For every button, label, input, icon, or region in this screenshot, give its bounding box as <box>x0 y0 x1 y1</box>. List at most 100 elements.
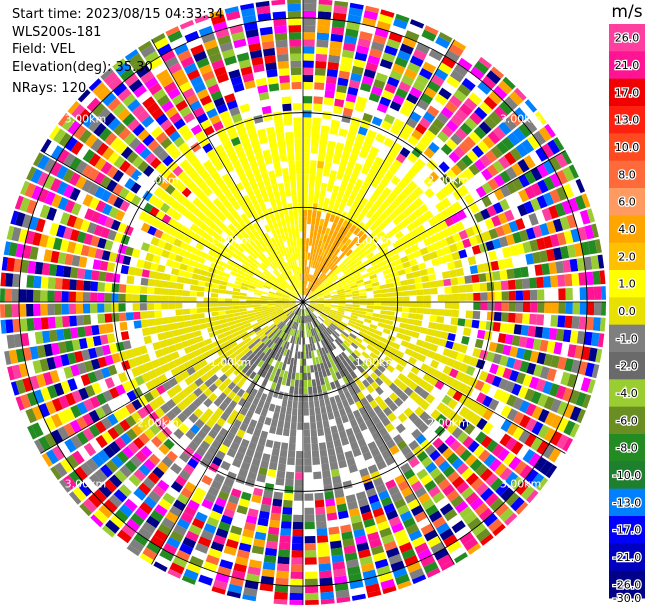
velocity-gate <box>567 244 577 258</box>
velocity-gate <box>343 144 353 154</box>
velocity-gate <box>294 379 299 388</box>
velocity-gate <box>210 90 223 101</box>
velocity-gate <box>272 154 280 164</box>
velocity-gate <box>508 302 516 312</box>
velocity-gate <box>449 350 459 360</box>
velocity-gate <box>389 382 398 392</box>
velocity-gate <box>410 164 421 175</box>
velocity-gate <box>131 347 141 357</box>
velocity-gate <box>288 302 296 305</box>
velocity-gate <box>10 381 20 396</box>
velocity-gate <box>284 182 291 190</box>
velocity-gate <box>520 266 529 278</box>
velocity-gate <box>392 216 402 226</box>
velocity-gate <box>388 165 398 175</box>
velocity-gate <box>408 381 418 391</box>
velocity-gate <box>483 262 493 272</box>
velocity-gate <box>217 203 227 213</box>
velocity-gate <box>427 80 441 93</box>
velocity-gate <box>284 485 294 494</box>
velocity-gate <box>222 199 232 209</box>
velocity-gate <box>330 540 342 549</box>
velocity-gate <box>359 292 367 296</box>
velocity-gate <box>281 167 289 176</box>
velocity-gate <box>497 212 508 225</box>
velocity-gate <box>272 206 279 215</box>
velocity-gate <box>240 213 249 222</box>
velocity-gate <box>294 145 302 154</box>
velocity-gate <box>579 209 591 225</box>
velocity-gate <box>337 325 345 331</box>
velocity-gate <box>303 429 311 437</box>
velocity-gate <box>309 167 317 175</box>
velocity-gate <box>485 321 494 331</box>
velocity-gate <box>70 364 81 377</box>
velocity-gate <box>164 124 177 137</box>
velocity-gate <box>5 273 14 287</box>
velocity-gate <box>287 327 292 335</box>
velocity-gate <box>286 146 295 154</box>
velocity-gate <box>530 182 543 197</box>
velocity-gate <box>197 536 212 548</box>
velocity-gate <box>328 454 337 464</box>
velocity-gate <box>92 335 102 347</box>
velocity-gate <box>363 236 372 245</box>
velocity-gate <box>232 309 240 314</box>
velocity-gate <box>188 337 197 346</box>
velocity-gate <box>320 285 327 291</box>
velocity-gate <box>514 107 528 122</box>
velocity-gate <box>188 259 197 267</box>
velocity-gate <box>51 445 65 461</box>
velocity-gate <box>387 335 396 342</box>
velocity-gate <box>459 122 473 136</box>
velocity-gate <box>427 535 442 548</box>
velocity-gate <box>358 313 366 319</box>
velocity-gate <box>522 313 530 325</box>
velocity-gate <box>254 406 263 415</box>
velocity-gate <box>79 503 93 517</box>
velocity-gate <box>463 193 475 205</box>
velocity-gate <box>332 561 346 571</box>
velocity-gate <box>310 329 314 337</box>
velocity-gate <box>344 289 352 293</box>
velocity-gate <box>100 189 112 203</box>
velocity-gate <box>249 160 259 170</box>
velocity-gate <box>217 490 230 501</box>
velocity-gate <box>369 146 380 156</box>
velocity-gate <box>372 263 381 270</box>
velocity-gate <box>182 296 190 302</box>
velocity-gate <box>289 238 294 247</box>
velocity-gate <box>374 395 384 405</box>
velocity-gate <box>297 330 300 338</box>
velocity-gate <box>394 291 403 297</box>
velocity-gate <box>269 140 278 150</box>
velocity-gate <box>279 211 285 220</box>
velocity-gate <box>238 270 246 276</box>
velocity-gate <box>264 547 277 557</box>
velocity-gate <box>101 344 111 356</box>
velocity-gate <box>131 411 143 424</box>
velocity-gate <box>96 142 109 156</box>
velocity-gate <box>279 369 285 378</box>
velocity-gate <box>177 248 186 257</box>
velocity-gate <box>242 14 257 25</box>
velocity-gate <box>179 334 189 342</box>
velocity-gate <box>322 308 330 312</box>
velocity-gate <box>333 280 341 286</box>
velocity-gate <box>529 277 537 289</box>
velocity-gate <box>469 202 480 214</box>
velocity-gate <box>303 32 316 40</box>
velocity-gate <box>76 416 88 430</box>
velocity-gate <box>175 302 183 309</box>
velocity-gate <box>106 193 118 206</box>
velocity-gate <box>107 151 120 165</box>
velocity-gate <box>10 210 19 225</box>
velocity-gate <box>253 299 261 302</box>
velocity-gate <box>311 253 316 261</box>
velocity-gate <box>399 322 408 329</box>
velocity-gate <box>314 371 320 380</box>
velocity-gate <box>300 323 302 331</box>
velocity-gate <box>148 490 162 504</box>
velocity-gate <box>316 363 322 372</box>
velocity-gate <box>280 284 287 290</box>
